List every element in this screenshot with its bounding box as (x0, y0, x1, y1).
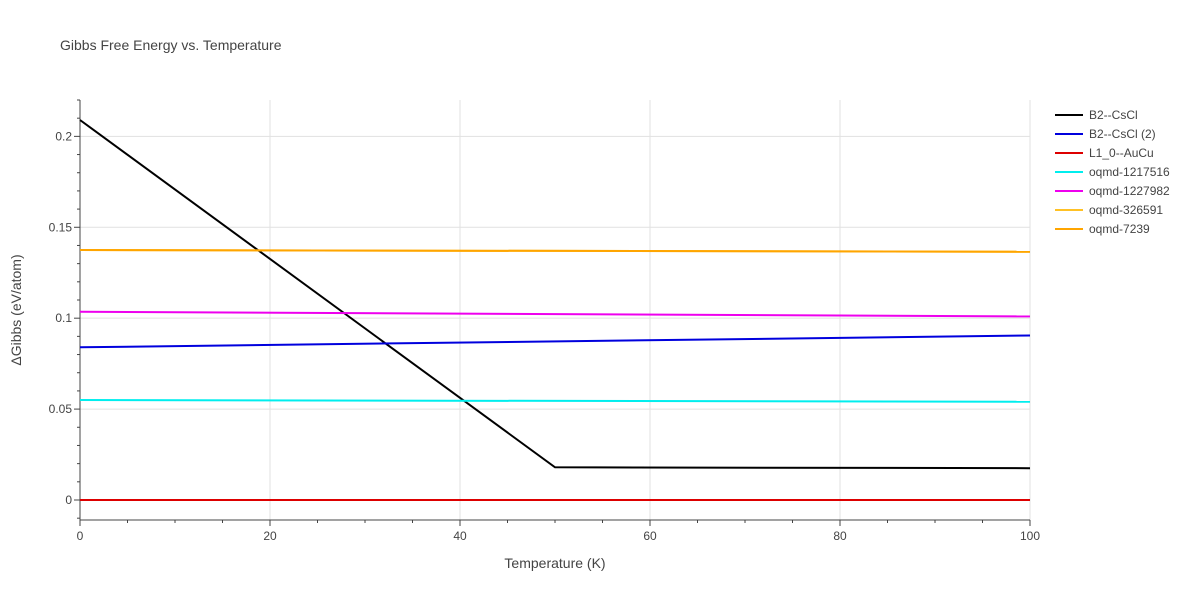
x-tick-label: 0 (77, 529, 84, 543)
axes (74, 99, 1031, 526)
legend-item-label: oqmd-7239 (1089, 222, 1150, 236)
legend-item-label: oqmd-326591 (1089, 203, 1163, 217)
legend-item-label: L1_0--AuCu (1089, 146, 1154, 160)
legend: B2--CsCl B2--CsCl (2) L1_0--AuCu oqmd-12175… (1055, 108, 1170, 236)
y-tick-label: 0.1 (55, 311, 72, 325)
x-axis-title: Temperature (K) (504, 555, 605, 571)
x-tick-label: 100 (1020, 529, 1040, 543)
legend-item-label: oqmd-1217516 (1089, 165, 1170, 179)
y-tick-label: 0 (65, 493, 72, 507)
tick-labels: 0 20 40 60 80 100 0 0.05 0.1 0.15 0.2 (49, 129, 1041, 543)
series-line (79, 399, 1031, 403)
legend-item-label: B2--CsCl (2) (1089, 127, 1156, 141)
legend-item-label: B2--CsCl (1089, 108, 1138, 122)
series-line (79, 334, 1031, 349)
plot-series (79, 119, 1031, 501)
x-tick-label: 40 (453, 529, 467, 543)
x-tick-label: 20 (263, 529, 277, 543)
y-tick-label: 0.05 (49, 402, 73, 416)
y-tick-label: 0.2 (55, 129, 72, 143)
series-line (79, 310, 1031, 318)
series-line (79, 249, 1031, 253)
x-tick-label: 60 (643, 529, 657, 543)
x-tick-label: 80 (833, 529, 847, 543)
y-tick-label: 0.15 (49, 220, 73, 234)
series-line (79, 119, 1031, 470)
chart-title: Gibbs Free Energy vs. Temperature (60, 37, 282, 53)
y-axis-title: ΔGibbs (eV/atom) (8, 254, 24, 365)
grid (80, 100, 1031, 520)
legend-item-label: oqmd-1227982 (1089, 184, 1170, 198)
